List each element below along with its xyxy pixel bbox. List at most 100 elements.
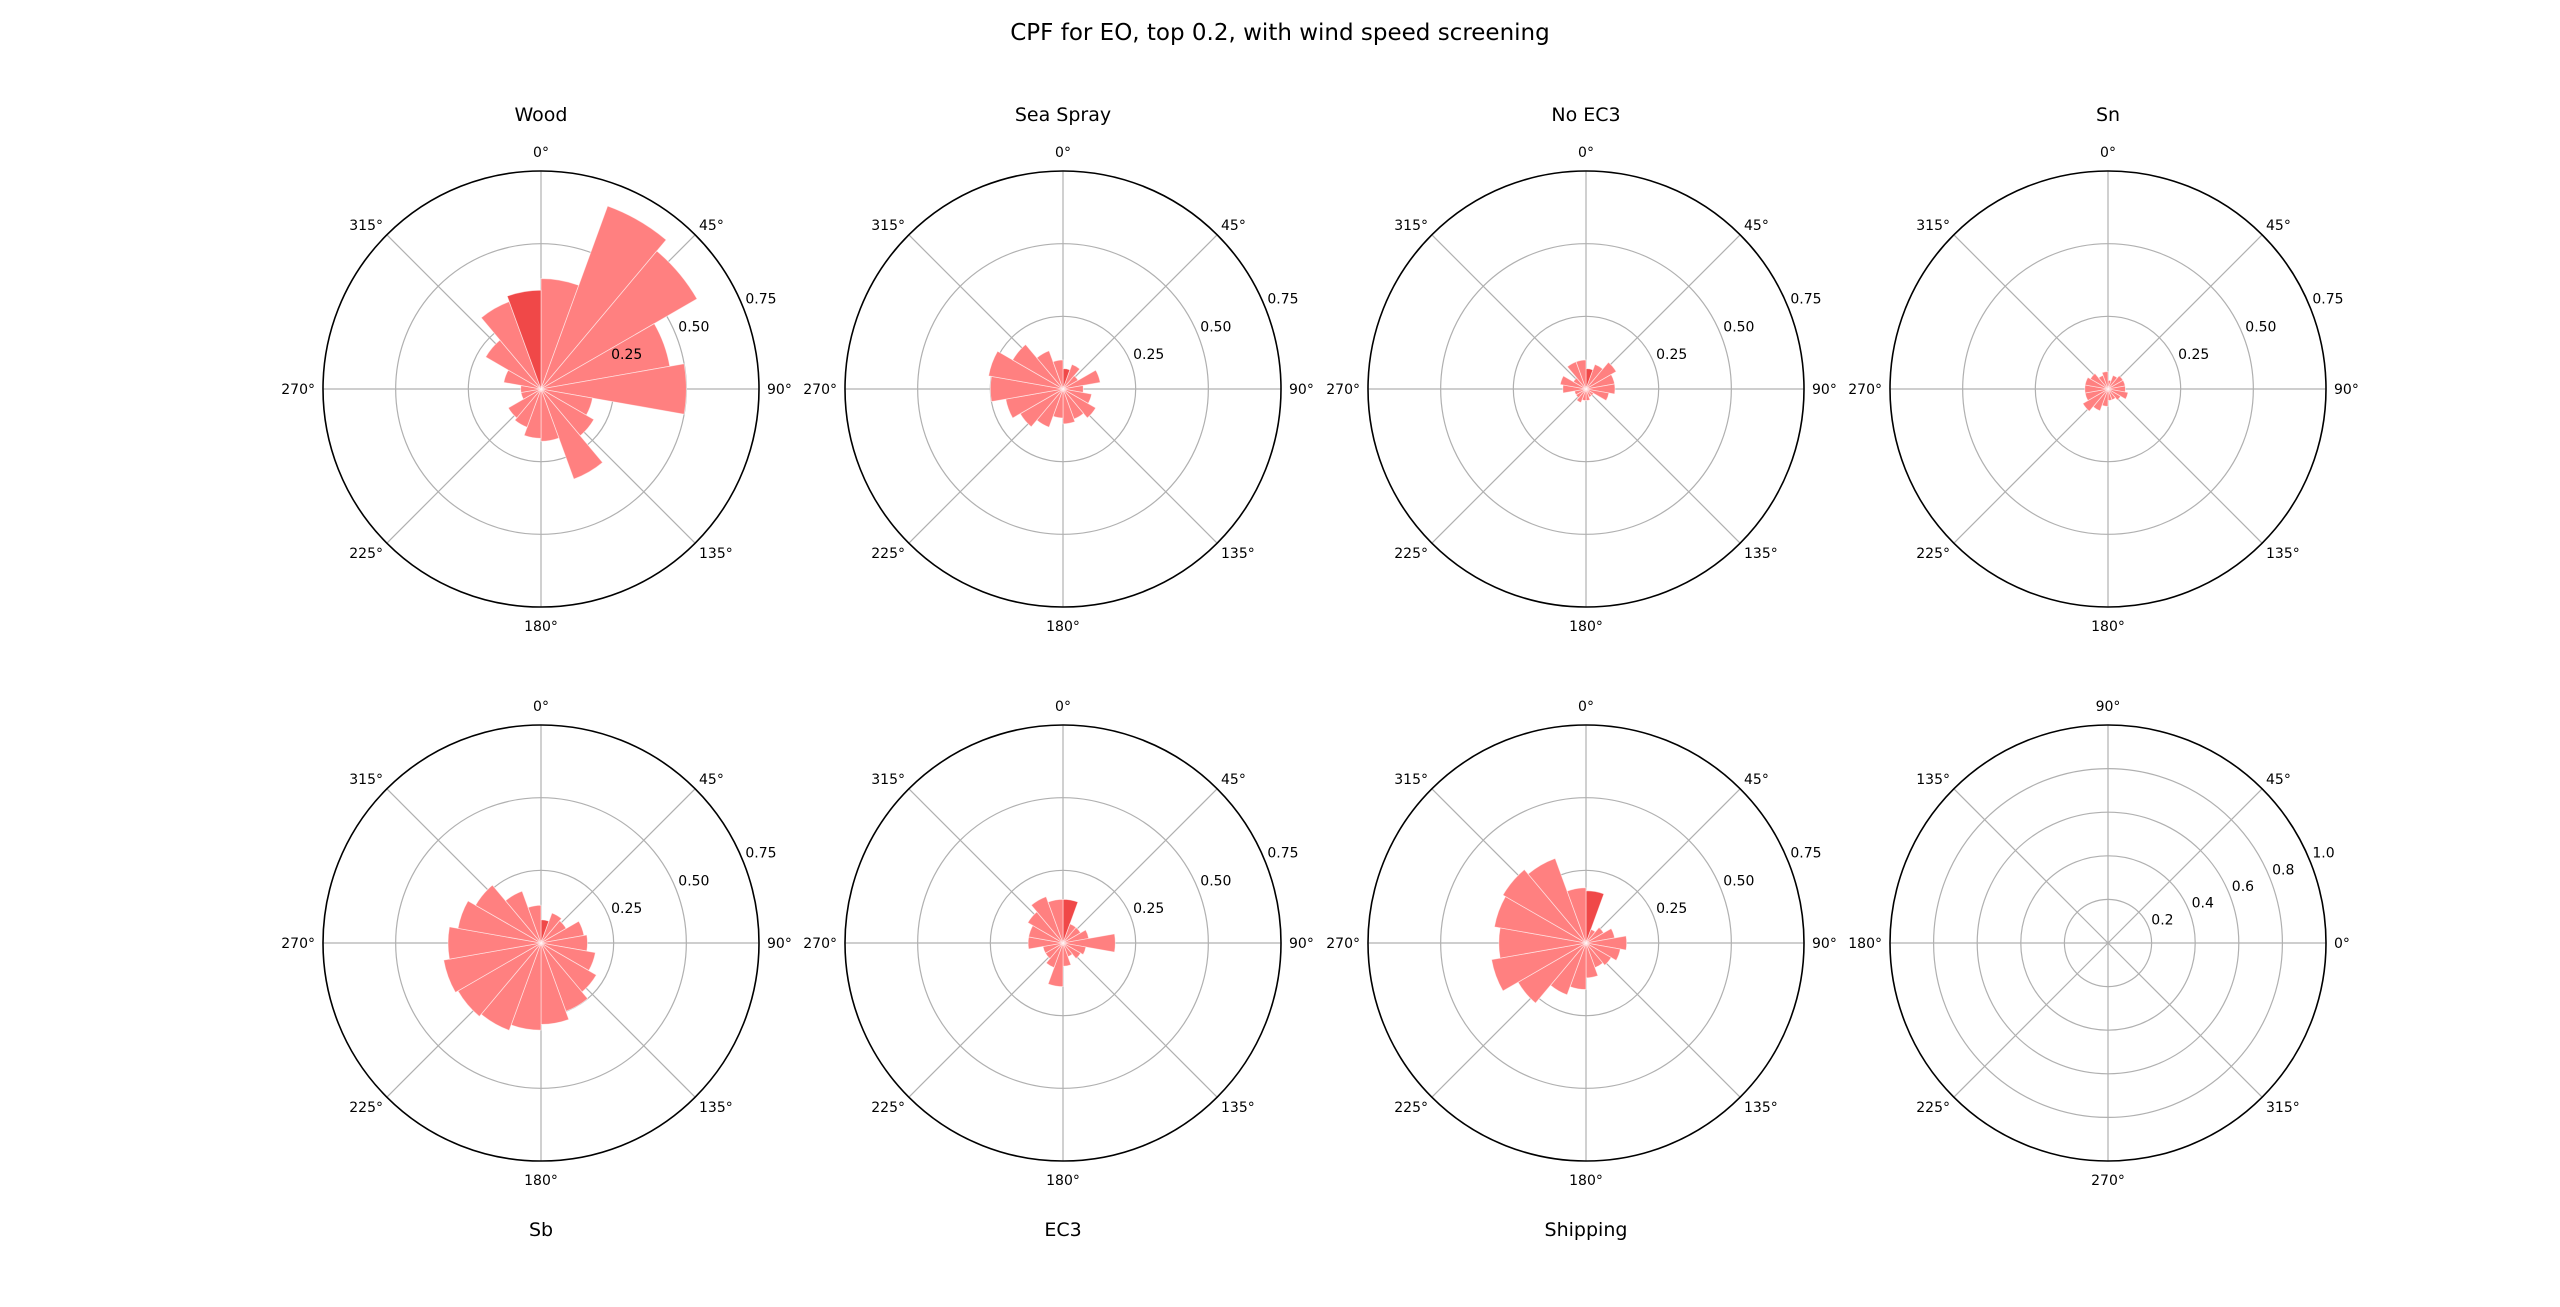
theta-tick-label: 135° [699, 546, 733, 562]
r-tick-label: 0.75 [745, 846, 776, 862]
r-tick-label: 0.25 [1133, 347, 1164, 363]
theta-tick-label: 180° [524, 619, 558, 635]
polar-chart-2: 0° 45° 90° 135° 180° 225° 270° 315° 0.25 0.50 0.75… [803, 104, 1314, 635]
theta-gridline [1585, 234, 1741, 390]
r-gridline [1932, 767, 2283, 1118]
theta-tick-label: 45° [699, 218, 724, 234]
subplot-title: Sea Spray [1015, 104, 1111, 126]
theta-tick-label: 270° [281, 936, 315, 952]
theta-tick-label: 90° [2334, 382, 2359, 398]
bar-340deg [1047, 898, 1064, 944]
bar-320deg [1030, 896, 1064, 944]
r-tick-label: 0.75 [745, 292, 776, 308]
theta-tick-label: 180° [1046, 619, 1080, 635]
r-tick-label: 0.25 [1656, 901, 1687, 917]
theta-tick-label: 0° [1578, 145, 1594, 161]
subplot-title: Shipping [1545, 1219, 1628, 1241]
polar-chart-1: 0° 45° 90° 135° 180° 225° 270° 315° 0.25 0.50 0.75… [281, 104, 792, 635]
subplot-title: Wood [515, 104, 568, 126]
r-tick-label: 0.25 [2178, 347, 2209, 363]
theta-gridline [2107, 788, 2263, 944]
theta-tick-label: 0° [2100, 145, 2116, 161]
bar-320deg [1527, 857, 1587, 944]
bar-300deg [475, 884, 542, 944]
theta-tick-label: 135° [1221, 1100, 1255, 1116]
r-tick-label: 0.50 [1723, 873, 1754, 889]
r-tick-label: 0.8 [2272, 862, 2294, 878]
theta-tick-label: 90° [1289, 936, 1314, 952]
polar-spine [322, 170, 760, 608]
polar-spine [1889, 170, 2327, 608]
bar-140deg [540, 388, 604, 480]
r-gridline [917, 797, 1209, 1089]
r-gridline [917, 243, 1209, 535]
r-tick-label: 1.0 [2312, 846, 2334, 862]
theta-tick-label: 225° [1394, 1100, 1428, 1116]
theta-tick-label: 0° [533, 145, 549, 161]
subplot-title: No EC3 [1551, 104, 1620, 126]
theta-tick-label: 315° [1394, 218, 1428, 234]
r-tick-label: 0.50 [2245, 319, 2276, 335]
r-tick-label: 0.4 [2192, 896, 2214, 912]
bar-40deg [540, 250, 698, 390]
r-tick-label: 0.75 [1267, 292, 1298, 308]
theta-tick-label: 180° [1848, 936, 1882, 952]
theta-tick-label: 90° [1812, 382, 1837, 398]
theta-tick-label: 315° [349, 772, 383, 788]
polar-spine [322, 724, 760, 1162]
bar-200deg [1576, 388, 1587, 404]
r-gridline [395, 797, 687, 1089]
theta-tick-label: 315° [1394, 772, 1428, 788]
subplot-title: EC3 [1044, 1219, 1081, 1241]
theta-gridline [1062, 234, 1218, 390]
r-tick-label: 0.2 [2151, 912, 2173, 928]
bar-300deg [1502, 868, 1587, 944]
theta-tick-label: 315° [871, 218, 905, 234]
theta-tick-label: 225° [871, 1100, 905, 1116]
theta-tick-label: 135° [1744, 1100, 1778, 1116]
theta-tick-label: 45° [2266, 218, 2291, 234]
theta-tick-label: 90° [2096, 699, 2121, 715]
bars [1491, 857, 1628, 1004]
polar-chart-4: 0° 45° 90° 135° 180° 225° 270° 315° 0.25 0.50 0.75… [1848, 104, 2359, 635]
theta-gridline [1062, 788, 1218, 944]
bar-20deg [540, 205, 667, 390]
theta-tick-label: 315° [2266, 1100, 2300, 1116]
bar-300deg [2089, 372, 2109, 390]
bar-60deg [1062, 369, 1101, 390]
bars [988, 343, 1101, 428]
r-tick-label: 0.6 [2232, 879, 2254, 895]
r-gridline [1962, 243, 2254, 535]
bar-340deg [506, 289, 542, 390]
bar-120deg [1585, 942, 1612, 966]
theta-tick-label: 45° [1221, 772, 1246, 788]
theta-tick-label: 0° [533, 699, 549, 715]
theta-tick-label: 45° [1744, 218, 1769, 234]
bar-340deg [1052, 359, 1064, 390]
theta-tick-label: 45° [2266, 772, 2291, 788]
r-gridline [1440, 243, 1732, 535]
polar-spine [1367, 724, 1805, 1162]
r-gridline [1976, 811, 2240, 1075]
theta-tick-label: 270° [1848, 382, 1882, 398]
bar-340deg [2101, 371, 2109, 390]
polar-spine [1367, 170, 1805, 608]
bar-300deg [1012, 343, 1064, 390]
theta-gridline [1431, 388, 1587, 544]
theta-tick-label: 180° [1046, 1173, 1080, 1189]
r-tick-label: 0.50 [1200, 319, 1231, 335]
theta-tick-label: 180° [524, 1173, 558, 1189]
theta-tick-label: 0° [1578, 699, 1594, 715]
r-gridline [1512, 315, 1660, 463]
bar-120deg [1062, 388, 1097, 419]
r-tick-label: 0.25 [1133, 901, 1164, 917]
theta-tick-label: 270° [281, 382, 315, 398]
bar-80deg [540, 363, 687, 415]
bar-340deg [1575, 359, 1587, 390]
theta-tick-label: 135° [699, 1100, 733, 1116]
theta-tick-label: 225° [349, 1100, 383, 1116]
theta-tick-label: 135° [1744, 546, 1778, 562]
theta-tick-label: 225° [1394, 546, 1428, 562]
